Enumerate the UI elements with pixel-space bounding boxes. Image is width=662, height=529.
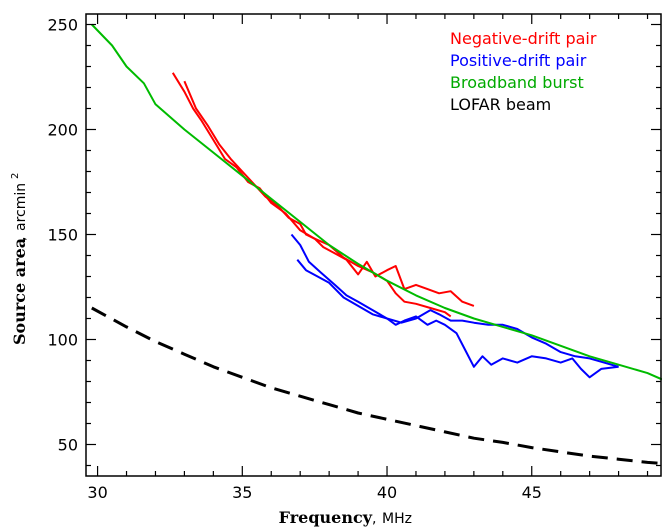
legend-entry-broadband: Broadband burst: [450, 73, 584, 92]
y-tick-label: 50: [58, 436, 78, 455]
x-axis-unit: MHz: [382, 511, 412, 527]
x-tick-label: 35: [232, 483, 252, 502]
series-layer: [91, 23, 662, 465]
y-axis-comma: ,: [13, 237, 29, 241]
legend: Negative-drift pair Positive-drift pair …: [450, 29, 597, 114]
series-line-positive-drift-1: [290, 233, 619, 368]
y-tick-label: 100: [47, 331, 78, 350]
series-line-lofar-beam-1: [91, 306, 662, 465]
series-line-negative-drift-1: [171, 72, 452, 318]
legend-entry-lofar-beam: LOFAR beam: [450, 95, 551, 114]
plot-frame: [85, 13, 662, 477]
y-axis-unit: arcmin: [13, 183, 29, 231]
series-line-positive-drift-2: [296, 259, 619, 379]
y-tick-label: 250: [47, 16, 78, 35]
y-axis-title: Source area: [10, 238, 29, 345]
y-tick-label: 150: [47, 226, 78, 245]
ticks-layer: 30 35 40 45 50 100 150 200 250: [47, 14, 661, 502]
legend-entry-positive-drift: Positive-drift pair: [450, 51, 587, 70]
x-axis-title: Frequency: [279, 508, 373, 527]
x-tick-label: 40: [377, 483, 397, 502]
y-axis-title-group: Source area , arcmin 2: [10, 173, 29, 345]
x-tick-label: 45: [522, 483, 542, 502]
y-axis-unit-superscript: 2: [10, 173, 21, 179]
legend-entry-negative-drift: Negative-drift pair: [450, 29, 597, 48]
y-tick-label: 200: [47, 121, 78, 140]
series-line-broadband-burst-1: [91, 23, 662, 381]
series-line-negative-drift-2: [183, 80, 475, 307]
x-tick-label: 30: [87, 483, 107, 502]
x-axis-comma: ,: [372, 511, 376, 527]
